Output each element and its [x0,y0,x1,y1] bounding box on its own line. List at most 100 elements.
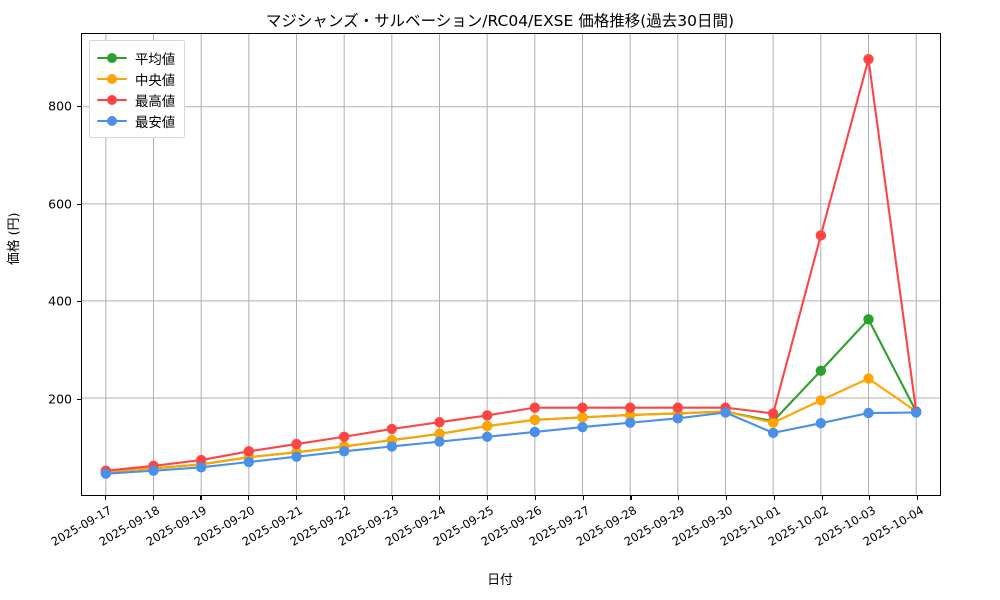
x-tick-mark [534,496,536,500]
data-point [243,456,255,468]
series-1 [100,314,922,477]
data-point [815,418,827,429]
data-point [529,426,541,438]
data-point [577,421,588,433]
x-tick-label: 2025-10-04 [860,503,927,549]
y-axis-title: 価格 (円) [7,212,22,265]
legend-item-3[interactable]: 最高値 [97,89,175,110]
legend-item-2[interactable]: 中央値 [97,68,175,89]
data-point [529,402,541,413]
x-tick-label: 2025-10-02 [765,503,831,549]
y-tick-label: 800 [48,98,72,114]
x-tick-mark [152,496,154,500]
x-tick-mark [582,496,584,500]
data-point [863,407,874,419]
data-point [338,431,350,442]
x-tick-label: 2025-09-23 [335,503,401,549]
x-tick-mark [200,496,202,500]
data-point [910,407,922,418]
x-tick-label: 2025-09-25 [430,503,497,549]
y-tick-label: 200 [48,391,72,407]
data-point [195,454,207,466]
x-tick-label: 2025-09-19 [144,503,210,549]
y-tick-label: 600 [48,196,72,212]
x-tick-label: 2025-09-30 [669,503,735,549]
data-point [195,462,207,473]
data-point [577,412,588,423]
series-line [104,318,918,473]
data-point [672,413,684,424]
x-tick-mark [678,496,680,500]
x-tick-label: 2025-09-18 [96,503,162,549]
legend-marker-icon [97,94,127,106]
data-point [577,402,588,413]
data-point [434,436,445,447]
x-tick-label: 2025-09-21 [239,503,305,549]
data-point [863,54,874,65]
data-point [624,409,636,421]
x-tick-mark [391,496,393,500]
data-point [243,446,255,457]
data-point [386,441,398,452]
data-point [291,438,302,450]
y-tick-label: 400 [48,293,72,309]
data-point [624,402,636,413]
y-tick-mark [77,203,81,205]
y-tick-mark [77,106,81,108]
legend-marker-icon [97,52,127,64]
legend-label: 最高値 [135,94,176,110]
x-tick-mark [439,496,441,500]
legend-item-1[interactable]: 平均値 [97,47,175,68]
data-point [338,446,350,457]
data-point [815,230,827,241]
x-axis-title: 日付 [487,573,513,588]
legend-label: 中央値 [135,73,176,89]
x-tick-mark [773,496,775,500]
x-tick-mark [869,496,871,500]
data-point [720,407,731,418]
data-series-layer [100,54,922,479]
x-tick-mark [343,496,345,500]
data-point [148,465,159,476]
series-2 [100,373,922,477]
x-tick-mark [248,496,250,500]
legend-label: 平均値 [135,52,176,68]
data-point [863,373,874,384]
x-tick-mark [296,496,298,500]
x-tick-label: 2025-10-01 [717,503,783,549]
series-4 [100,407,922,479]
data-point [100,468,112,479]
x-tick-mark [821,496,823,500]
data-point [815,395,827,406]
x-tick-label: 2025-09-28 [574,503,640,549]
data-point [481,410,493,421]
legend-label: 最安値 [135,115,176,131]
data-point [434,428,445,440]
x-tick-label: 2025-09-27 [526,503,592,549]
series-line [104,58,918,472]
data-point [767,417,779,428]
plot-area [81,33,941,496]
x-tick-label: 2025-09-20 [191,503,258,549]
legend-marker-icon [97,115,127,127]
data-point [481,420,493,432]
legend-marker-icon [97,73,127,85]
x-tick-label: 2025-10-03 [812,503,879,549]
data-point [815,365,827,376]
x-tick-label: 2025-09-26 [478,503,544,549]
x-tick-label: 2025-09-17 [48,503,114,549]
data-point [767,427,779,439]
data-point [672,402,684,413]
data-point [863,314,874,325]
x-tick-label: 2025-09-29 [621,503,688,549]
data-point [434,417,445,428]
data-point [481,431,493,442]
series-line [104,411,918,475]
x-tick-mark [726,496,728,500]
data-point [624,417,636,428]
data-point [291,451,302,462]
legend-item-4[interactable]: 最安値 [97,110,175,131]
data-point [767,408,779,419]
chart-legend: 平均値中央値最高値最安値 [89,40,186,138]
